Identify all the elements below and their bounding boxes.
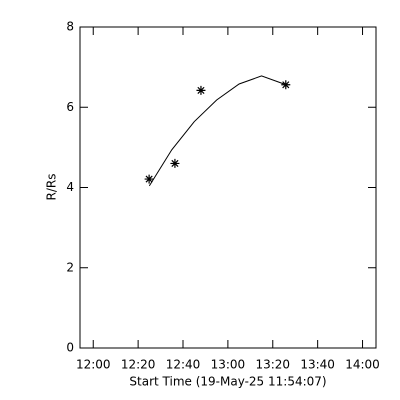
plot-frame (79, 26, 377, 349)
x-tick-label: 14:00 (345, 358, 380, 372)
y-axis-label: R/Rs (45, 174, 59, 201)
y-tick-label: 6 (66, 100, 74, 114)
x-tick-label: 12:20 (121, 358, 156, 372)
data-point (144, 174, 154, 184)
x-tick-label: 13:20 (255, 358, 290, 372)
y-tick-label: 4 (66, 180, 74, 194)
x-tick-label: 13:40 (300, 358, 335, 372)
x-axis-label: Start Time (19-May-25 11:54:07) (129, 375, 326, 389)
y-tick-label: 0 (66, 341, 74, 355)
data-point (170, 158, 180, 168)
data-point (196, 85, 206, 95)
x-tick-label: 12:40 (166, 358, 201, 372)
x-tick-label: 12:00 (76, 358, 111, 372)
fit-line (148, 75, 285, 187)
data-point (281, 80, 291, 90)
y-tick-label: 2 (66, 260, 74, 274)
y-tick-label: 8 (66, 20, 74, 34)
x-tick-label: 13:00 (211, 358, 246, 372)
